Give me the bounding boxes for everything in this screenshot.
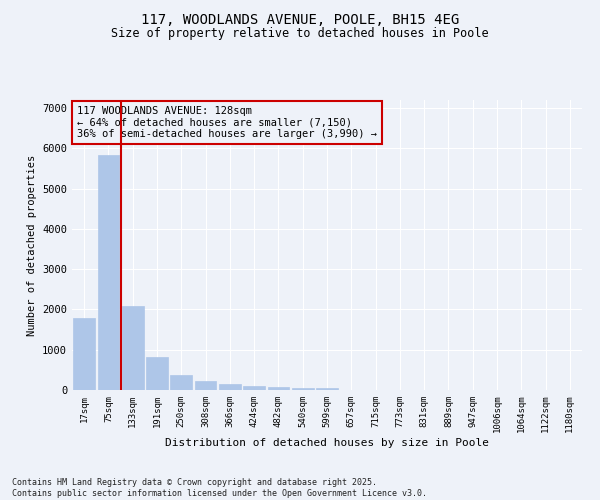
Bar bbox=[146, 357, 168, 390]
Bar bbox=[292, 388, 314, 390]
Bar bbox=[316, 388, 338, 390]
Text: Size of property relative to detached houses in Poole: Size of property relative to detached ho… bbox=[111, 28, 489, 40]
Text: Contains HM Land Registry data © Crown copyright and database right 2025.
Contai: Contains HM Land Registry data © Crown c… bbox=[12, 478, 427, 498]
Text: 117 WOODLANDS AVENUE: 128sqm
← 64% of detached houses are smaller (7,150)
36% of: 117 WOODLANDS AVENUE: 128sqm ← 64% of de… bbox=[77, 106, 377, 139]
X-axis label: Distribution of detached houses by size in Poole: Distribution of detached houses by size … bbox=[165, 438, 489, 448]
Bar bbox=[219, 384, 241, 390]
Bar bbox=[194, 381, 217, 390]
Y-axis label: Number of detached properties: Number of detached properties bbox=[26, 154, 37, 336]
Text: 117, WOODLANDS AVENUE, POOLE, BH15 4EG: 117, WOODLANDS AVENUE, POOLE, BH15 4EG bbox=[141, 12, 459, 26]
Bar bbox=[122, 306, 143, 390]
Bar bbox=[73, 318, 95, 390]
Bar bbox=[243, 386, 265, 390]
Bar bbox=[268, 387, 289, 390]
Bar bbox=[170, 374, 192, 390]
Bar bbox=[97, 155, 119, 390]
